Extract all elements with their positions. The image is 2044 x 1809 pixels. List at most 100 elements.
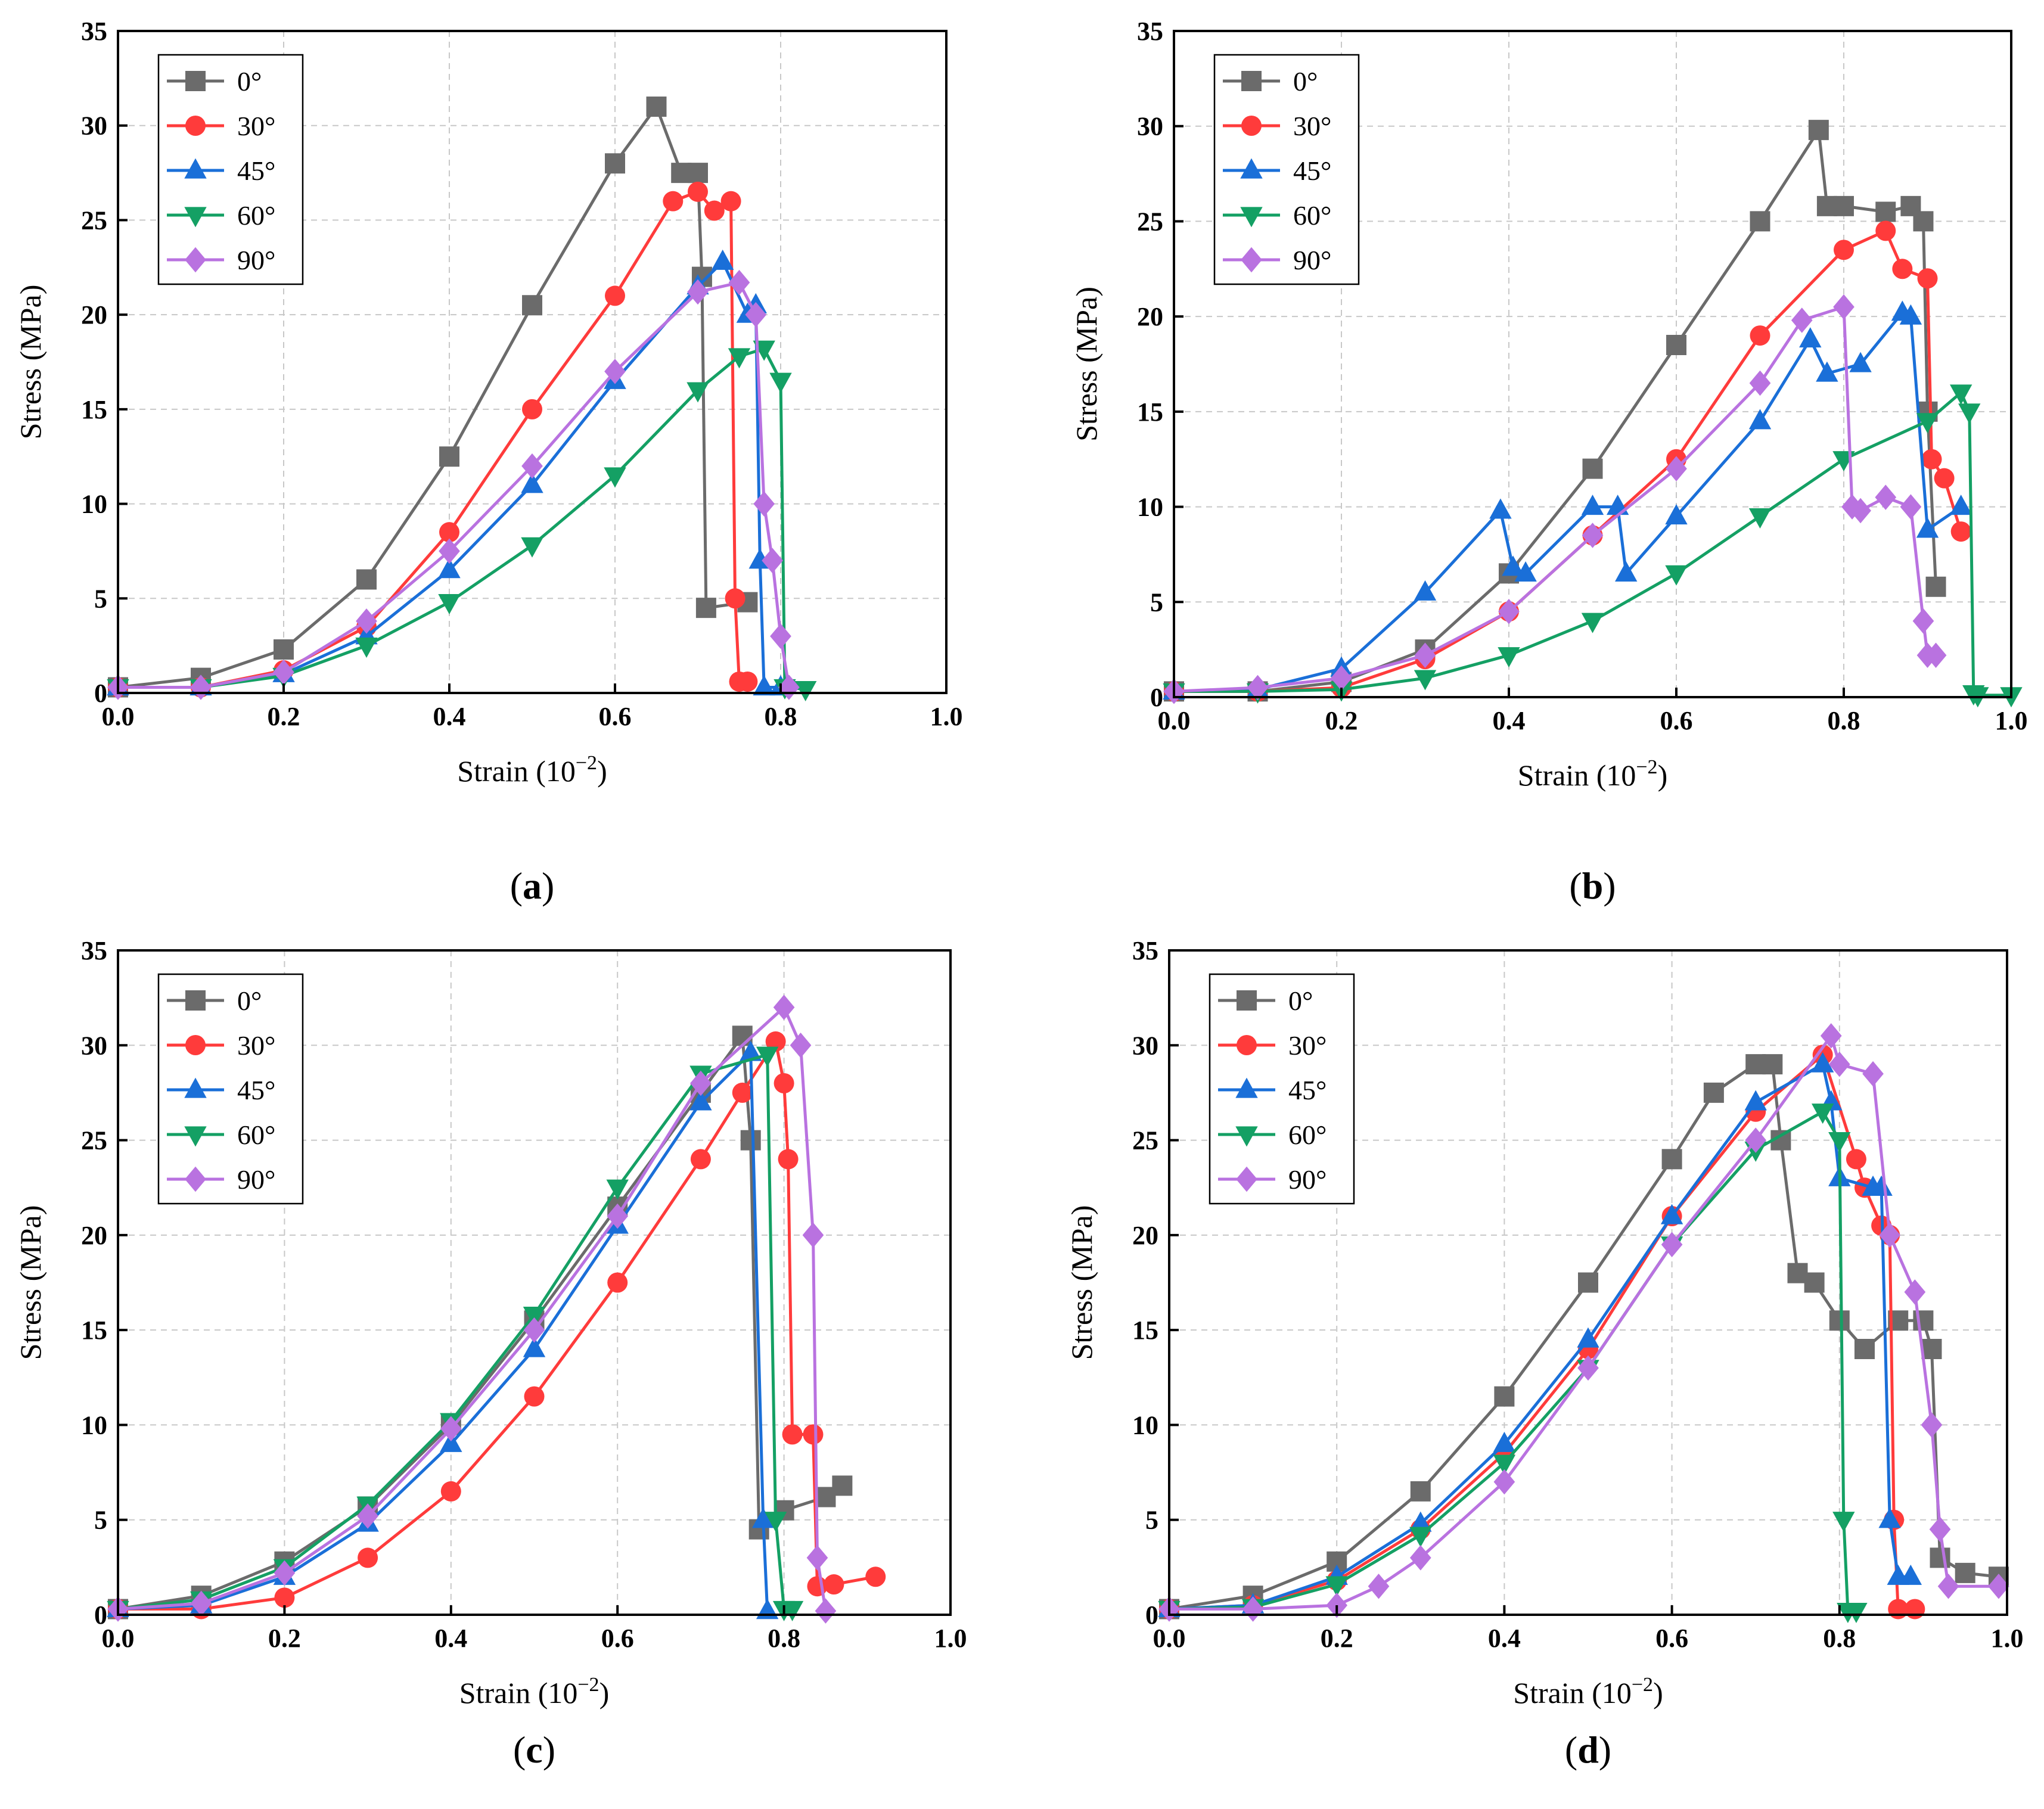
data-point <box>1799 327 1822 348</box>
x-tick-label: 1.0 <box>1991 1624 2024 1653</box>
data-point <box>522 399 542 419</box>
data-point <box>1808 120 1829 141</box>
y-tick-label: 0 <box>1145 1600 1158 1630</box>
data-point <box>1615 561 1638 582</box>
data-point <box>725 588 745 609</box>
data-point <box>607 1203 629 1229</box>
y-tick-label: 20 <box>81 1221 107 1250</box>
series-line <box>117 1053 793 1611</box>
x-tick-label: 0.6 <box>1655 1624 1688 1653</box>
data-point <box>815 1598 837 1624</box>
data-point <box>1665 565 1688 586</box>
y-tick-label: 35 <box>1132 936 1158 965</box>
data-point <box>605 285 625 306</box>
data-point <box>1917 268 1938 289</box>
y-axis-title: Stress (MPa) <box>1065 1205 1098 1360</box>
data-point <box>687 279 709 305</box>
legend-label: 60° <box>1293 200 1331 231</box>
x-tick-label: 0.0 <box>1158 706 1191 735</box>
x-tick-label: 1.0 <box>930 702 963 731</box>
x-tick-label: 0.8 <box>1828 706 1860 735</box>
data-point <box>1988 1573 2009 1599</box>
axes: 0.0 0.2 0.4 0.6 0.8 1.0 0 5 10 15 20 25 30 35 <box>81 936 967 1653</box>
data-point <box>440 1481 461 1502</box>
plot-frame <box>1168 949 2008 1616</box>
data-point <box>440 1416 462 1442</box>
data-point <box>1750 325 1770 346</box>
x-tick-label: 1.0 <box>1995 706 2028 735</box>
data-point <box>1744 1090 1767 1111</box>
data-point <box>770 623 791 649</box>
data-point <box>1921 449 1942 470</box>
data-point <box>1368 1573 1390 1599</box>
x-tick-label: 0.4 <box>1493 706 1526 735</box>
data-point <box>273 659 294 685</box>
data-point <box>1489 498 1512 519</box>
data-point <box>1582 523 1604 548</box>
data-point <box>1900 195 1921 216</box>
legend-label: 0° <box>1288 986 1313 1016</box>
y-tick-label: 20 <box>1132 1221 1158 1250</box>
data-point <box>1950 495 1972 515</box>
data-point <box>704 200 725 221</box>
x-tick-label: 0.0 <box>102 702 135 731</box>
y-tick-label: 0 <box>94 679 107 708</box>
legend-marker <box>1236 1166 1257 1192</box>
y-tick-label: 25 <box>1137 207 1163 236</box>
legend-marker <box>1235 1077 1258 1098</box>
legend-label: 90° <box>1293 245 1331 275</box>
data-point <box>439 446 459 467</box>
data-point <box>1502 555 1524 576</box>
data-point <box>1514 561 1537 582</box>
legend-label: 0° <box>237 986 262 1016</box>
data-point <box>740 1040 762 1061</box>
series-0deg <box>108 96 758 698</box>
series-90deg <box>1163 294 1947 704</box>
data-point <box>1916 517 1939 538</box>
data-point <box>439 538 460 564</box>
data-point <box>1905 1599 1925 1620</box>
y-tick-label: 15 <box>81 1316 107 1345</box>
legend-marker <box>185 1166 206 1192</box>
data-point <box>1770 1130 1791 1151</box>
x-tick-label: 0.8 <box>1823 1624 1856 1653</box>
legend-label: 60° <box>1288 1120 1327 1150</box>
data-point <box>686 382 709 403</box>
data-point <box>1888 1310 1909 1331</box>
data-point <box>737 671 758 692</box>
chart-panel-d: 0.0 0.2 0.4 0.6 0.8 1.0 0 5 10 15 20 25 30 35 Strain (… <box>1065 936 2024 1771</box>
data-point <box>688 163 708 184</box>
data-point <box>1850 498 1871 524</box>
legend-label: 30° <box>237 111 275 141</box>
y-tick-label: 10 <box>81 490 107 519</box>
data-point <box>438 558 461 579</box>
legend-label: 30° <box>1288 1030 1327 1061</box>
legend-marker <box>1240 158 1263 179</box>
legend-label: 60° <box>237 1120 275 1150</box>
data-point <box>1878 1508 1901 1528</box>
data-point <box>753 491 775 517</box>
data-point <box>745 302 767 328</box>
legend-label: 45° <box>237 1075 275 1105</box>
y-tick-label: 5 <box>94 1506 107 1535</box>
chart-panel-c: 0.0 0.2 0.4 0.6 0.8 1.0 0 5 10 15 20 25 30 35 Strain (… <box>14 936 967 1771</box>
panel-caption: (d) <box>1565 1729 1611 1771</box>
data-point <box>753 675 775 696</box>
data-point <box>689 1090 712 1111</box>
x-tick-label: 0.4 <box>1488 1624 1521 1653</box>
data-point <box>1828 1051 1850 1077</box>
data-point <box>274 639 294 660</box>
data-point <box>740 1130 761 1151</box>
data-point <box>1748 409 1772 430</box>
data-point <box>1581 613 1604 633</box>
data-point <box>1498 647 1520 668</box>
data-point <box>1791 307 1813 333</box>
data-point <box>1870 1175 1893 1196</box>
axes: 0.0 0.2 0.4 0.6 0.8 1.0 0 5 10 15 20 25 30 35 <box>1137 17 2028 735</box>
data-point <box>1862 1061 1884 1087</box>
data-point <box>781 1600 804 1621</box>
data-point <box>690 1149 711 1170</box>
y-tick-label: 30 <box>81 1031 107 1060</box>
data-point <box>605 153 625 174</box>
data-point <box>274 1587 295 1608</box>
